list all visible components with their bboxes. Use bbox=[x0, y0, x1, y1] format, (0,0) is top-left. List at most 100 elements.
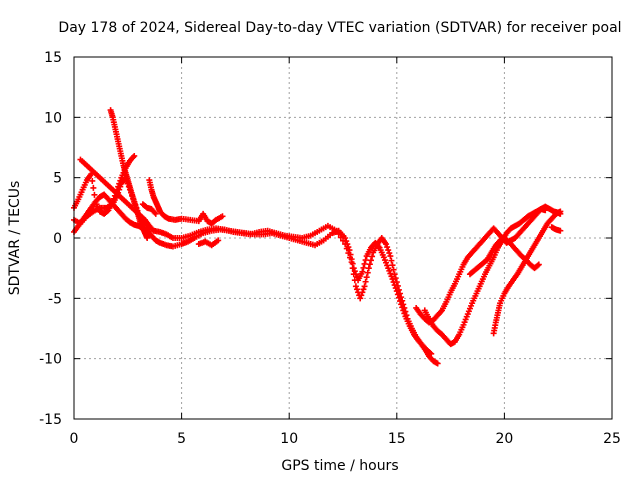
series-track-l bbox=[490, 208, 564, 337]
data-point bbox=[345, 250, 352, 257]
data-point bbox=[349, 265, 356, 272]
data-point bbox=[535, 261, 542, 268]
data-point bbox=[366, 261, 373, 268]
data-point bbox=[360, 264, 367, 271]
x-tick-label: 5 bbox=[177, 431, 186, 447]
data-point bbox=[340, 237, 346, 244]
data-point bbox=[389, 262, 396, 269]
data-point bbox=[144, 235, 151, 241]
data-point bbox=[362, 257, 369, 264]
data-point bbox=[394, 282, 401, 289]
data-point bbox=[346, 254, 353, 261]
y-tick-label: 15 bbox=[44, 50, 62, 66]
data-point bbox=[215, 237, 222, 244]
data-point bbox=[219, 213, 226, 220]
data-point bbox=[131, 152, 138, 159]
chart-title: Day 178 of 2024, Sidereal Day-to-day VTE… bbox=[58, 20, 621, 36]
data-point bbox=[89, 177, 96, 184]
data-point bbox=[362, 278, 369, 285]
x-tick-label: 25 bbox=[603, 431, 621, 447]
x-tick-label: 20 bbox=[495, 431, 513, 447]
data-point bbox=[115, 189, 122, 196]
y-tick-label: -15 bbox=[39, 412, 62, 428]
data-point bbox=[534, 262, 541, 269]
data-point bbox=[393, 279, 400, 286]
series-track-g bbox=[139, 201, 159, 217]
data-point bbox=[152, 210, 159, 217]
y-tick-label: -5 bbox=[48, 291, 62, 307]
data-point bbox=[351, 277, 358, 284]
data-point bbox=[399, 297, 406, 304]
data-point bbox=[359, 268, 366, 275]
data-point bbox=[361, 260, 368, 267]
data-point bbox=[359, 289, 366, 296]
data-point bbox=[353, 286, 360, 293]
data-points bbox=[71, 107, 564, 367]
data-point bbox=[367, 257, 374, 264]
data-point bbox=[391, 282, 398, 289]
data-point bbox=[333, 227, 340, 234]
data-point bbox=[557, 208, 564, 215]
data-point bbox=[117, 183, 124, 190]
data-point bbox=[542, 207, 549, 214]
data-point bbox=[384, 244, 391, 251]
data-point bbox=[365, 265, 372, 272]
data-point bbox=[400, 301, 407, 308]
data-point bbox=[403, 312, 410, 319]
series-track-a bbox=[71, 191, 435, 357]
y-tick-label: 10 bbox=[44, 110, 62, 126]
data-point bbox=[350, 271, 357, 278]
data-point bbox=[385, 247, 392, 254]
series-track-h bbox=[195, 237, 222, 249]
y-axis-label: SDTVAR / TECUs bbox=[7, 181, 23, 296]
data-point bbox=[434, 360, 441, 367]
y-tick-label: 5 bbox=[53, 171, 62, 187]
data-point bbox=[369, 253, 376, 260]
data-point bbox=[397, 290, 404, 297]
data-point bbox=[391, 271, 398, 278]
x-axis-label: GPS time / hours bbox=[281, 458, 398, 474]
x-tick-label: 15 bbox=[388, 431, 406, 447]
data-point bbox=[342, 241, 349, 248]
series-track-e bbox=[107, 107, 151, 241]
data-point bbox=[557, 227, 564, 234]
data-point bbox=[388, 257, 395, 264]
data-point bbox=[91, 191, 98, 198]
series-track-k bbox=[466, 235, 542, 278]
data-point bbox=[361, 283, 368, 290]
data-point bbox=[116, 186, 123, 193]
data-point bbox=[335, 231, 342, 238]
data-point bbox=[90, 184, 97, 191]
data-point bbox=[114, 192, 121, 199]
y-tick-label: 0 bbox=[53, 231, 62, 247]
data-point bbox=[352, 283, 359, 290]
series-track-c bbox=[71, 152, 138, 217]
series-track-m bbox=[548, 224, 564, 234]
data-point bbox=[88, 171, 95, 178]
y-tick-label: -10 bbox=[39, 352, 62, 368]
data-point bbox=[392, 275, 399, 282]
data-point bbox=[358, 292, 365, 299]
data-point bbox=[343, 245, 350, 252]
data-point bbox=[390, 266, 397, 273]
data-point bbox=[351, 268, 358, 275]
data-point bbox=[398, 294, 405, 301]
data-point bbox=[357, 295, 364, 302]
data-point bbox=[348, 259, 355, 266]
data-point bbox=[389, 276, 396, 283]
data-point bbox=[402, 308, 409, 315]
data-point bbox=[395, 286, 402, 293]
data-point bbox=[363, 274, 370, 281]
data-point bbox=[387, 253, 394, 260]
data-point bbox=[383, 241, 390, 248]
data-point bbox=[386, 250, 393, 257]
x-tick-label: 10 bbox=[280, 431, 298, 447]
series-track-j bbox=[421, 206, 549, 348]
series-track-f bbox=[146, 177, 226, 227]
data-point bbox=[401, 304, 408, 311]
x-tick-label: 0 bbox=[70, 431, 79, 447]
data-point bbox=[337, 234, 344, 241]
data-point bbox=[364, 269, 371, 276]
